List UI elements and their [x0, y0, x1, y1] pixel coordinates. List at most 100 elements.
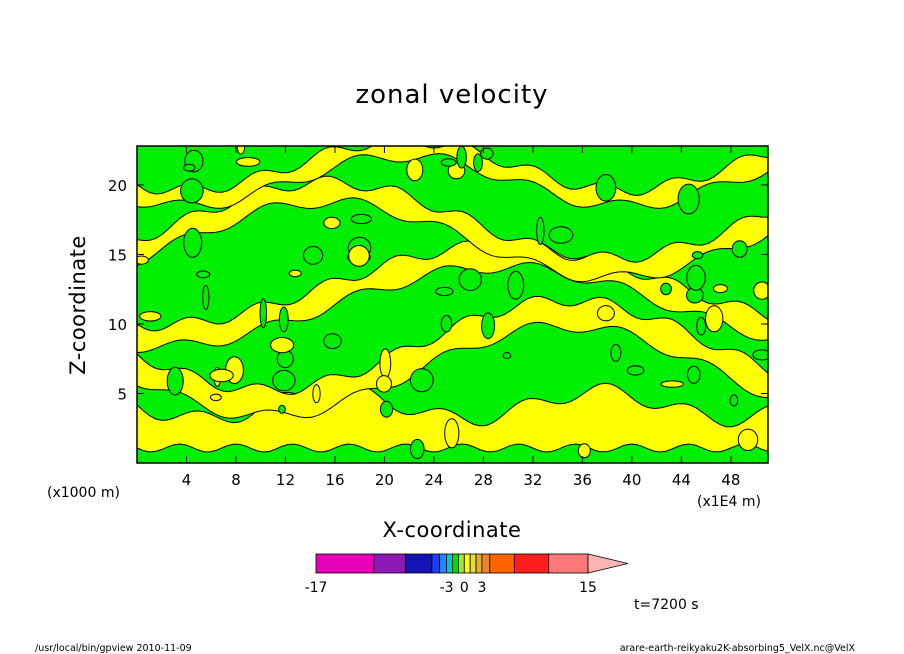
colorbar-segment	[439, 553, 448, 574]
field-blob	[312, 384, 321, 404]
colorbar-label: 15	[579, 580, 597, 596]
colorbar-segment	[489, 553, 515, 574]
field-blob	[753, 281, 768, 300]
chart-title: zonal velocity	[355, 80, 548, 110]
field-blob	[596, 305, 615, 322]
field-blob	[737, 428, 759, 451]
field-blob	[444, 418, 460, 449]
colorbar-segment	[475, 553, 483, 574]
x-tick-label: 20	[375, 471, 394, 489]
field-blob	[435, 286, 454, 297]
field-blob	[270, 337, 295, 354]
x-tick-label: 48	[721, 471, 740, 489]
field-blob	[473, 153, 483, 172]
colorbar-label: -17	[305, 580, 328, 596]
velocity-field	[137, 146, 768, 460]
field-blob	[379, 400, 394, 418]
field-blob	[323, 333, 342, 350]
colorbar-segment	[446, 553, 453, 574]
field-blob	[458, 268, 482, 292]
field-blob	[440, 158, 457, 167]
colorbar-segment	[431, 553, 441, 574]
x-tick-label: 40	[622, 471, 641, 489]
field-blob	[376, 375, 392, 393]
field-blob	[183, 163, 196, 172]
field-blob	[731, 240, 748, 258]
field-blob	[548, 226, 574, 244]
field-blob	[686, 264, 706, 291]
positive-band	[137, 175, 768, 283]
field-blob	[440, 315, 453, 333]
colorbar-label: 0	[460, 580, 469, 596]
colorbar-segment	[548, 553, 589, 574]
field-blob	[409, 368, 434, 393]
y-tick-label: 15	[108, 246, 127, 264]
x-axis-title: X-coordinate	[383, 518, 522, 542]
field-blob	[752, 349, 768, 361]
field-blob	[536, 216, 545, 245]
y-tick-label: 10	[108, 316, 127, 334]
colorbar-segment	[452, 553, 459, 574]
colorbar	[315, 553, 629, 574]
x-axis: 4 8 12 16 20 24 28 32 36 40 44 48	[182, 146, 740, 489]
field-blob	[577, 443, 591, 459]
x-tick-label: 16	[325, 471, 344, 489]
field-blob	[729, 394, 739, 407]
colorbar-segment	[404, 553, 433, 574]
field-blob	[480, 147, 494, 160]
x-tick-label: 44	[672, 471, 691, 489]
x-tick-label: 32	[523, 471, 542, 489]
plot-frame	[136, 145, 769, 464]
field-blob	[705, 305, 724, 333]
field-blob	[139, 311, 162, 322]
field-blob	[272, 369, 296, 392]
field-blob	[595, 174, 617, 202]
x-tick-label: 28	[474, 471, 493, 489]
x-tick-label: 24	[424, 471, 443, 489]
footer-left: /usr/local/bin/gpview 2010-11-09	[35, 643, 192, 654]
field-blob	[236, 157, 261, 167]
colorbar-segment	[481, 553, 491, 574]
field-blob	[278, 404, 286, 414]
field-blob	[481, 312, 496, 340]
field-blob	[660, 380, 684, 388]
field-blob	[323, 216, 341, 229]
field-blob	[626, 365, 645, 376]
x-unit-left: (x1000 m)	[47, 485, 120, 501]
x-tick-label: 4	[182, 471, 192, 489]
colorbar-segment	[469, 553, 477, 574]
field-blob	[687, 365, 701, 384]
colorbar-segment	[514, 553, 550, 574]
field-blob	[259, 298, 267, 329]
field-blob	[288, 269, 302, 278]
x-tick-label: 8	[231, 471, 241, 489]
footer-right: arare-earth-reikyaku2K-absorbing5_VelX.n…	[620, 643, 856, 654]
colorbar-labels: -17 -3 0 3 15	[305, 580, 597, 596]
field-blob	[456, 146, 467, 169]
y-axis-title: Z-coordinate	[66, 235, 90, 375]
field-blob	[196, 270, 211, 279]
field-blob	[507, 270, 525, 300]
x-tick-label: 12	[276, 471, 295, 489]
field-blob	[406, 158, 424, 182]
field-blob	[610, 344, 622, 362]
field-blob	[180, 178, 204, 204]
field-blob	[350, 213, 372, 225]
field-blob	[166, 366, 184, 396]
y-tick-label: 20	[108, 177, 127, 195]
field-blob	[278, 306, 289, 333]
field-blob	[712, 284, 728, 294]
y-axis: 5 10 15 20	[108, 177, 768, 403]
colorbar-segment	[315, 553, 375, 574]
field-blob	[691, 251, 704, 260]
colorbar-extend-arrow	[587, 553, 629, 574]
field-blob	[209, 368, 234, 383]
field-blob	[660, 282, 672, 296]
field-blob	[210, 393, 222, 402]
colorbar-segment	[373, 553, 406, 574]
field-blob	[303, 246, 324, 265]
field-blob	[183, 227, 203, 258]
colorbar-label: 3	[477, 580, 486, 596]
positive-band	[137, 295, 768, 419]
